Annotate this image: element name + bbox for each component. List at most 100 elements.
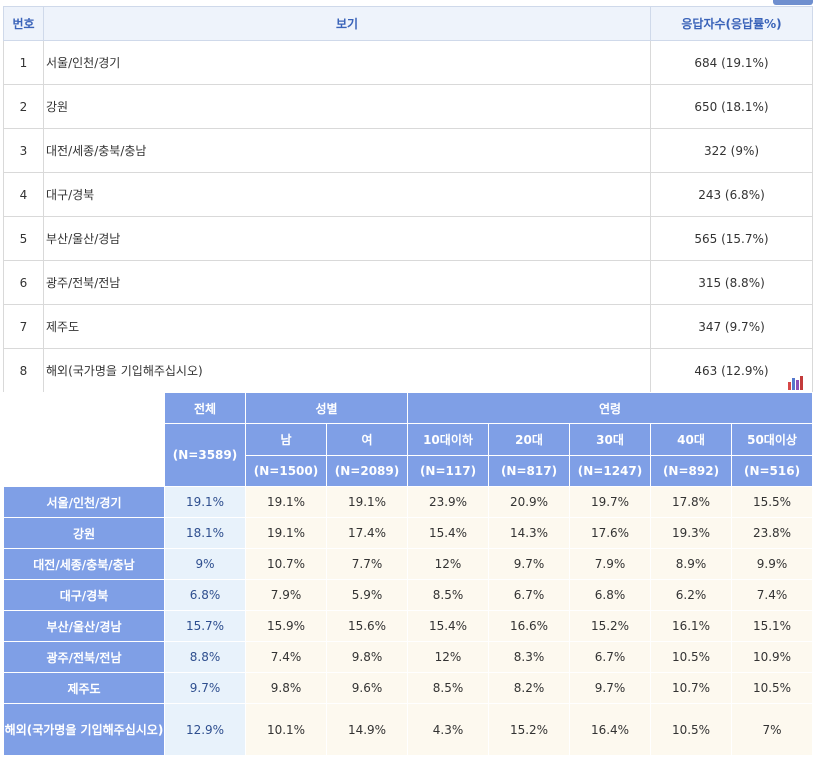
value-cell: 19.3% bbox=[650, 517, 732, 549]
age-30-n: (N=1247) bbox=[569, 454, 651, 487]
female-n: (N=2089) bbox=[326, 454, 408, 487]
total-cell: 8.8% bbox=[164, 641, 246, 673]
value-cell: 15.4% bbox=[407, 610, 489, 642]
response-count: 463 (12.9%) bbox=[650, 348, 813, 393]
age-50-header: 50대이상 bbox=[730, 423, 814, 456]
value-cell: 12% bbox=[407, 641, 489, 673]
value-cell: 4.3% bbox=[407, 703, 489, 756]
total-cell: 19.1% bbox=[164, 486, 246, 518]
value-cell: 20.9% bbox=[488, 486, 570, 518]
age-50-n: (N=516) bbox=[730, 454, 814, 487]
value-cell: 7.7% bbox=[326, 548, 408, 580]
row-number: 7 bbox=[3, 304, 44, 349]
value-cell: 7.4% bbox=[730, 579, 814, 611]
value-cell: 15.2% bbox=[569, 610, 651, 642]
response-count: 650 (18.1%) bbox=[650, 84, 813, 129]
bar-chart-icon[interactable] bbox=[788, 374, 806, 390]
age-30-header: 30대 bbox=[569, 423, 651, 456]
age-10-header: 10대이하 bbox=[407, 423, 489, 456]
value-cell: 6.7% bbox=[569, 641, 651, 673]
crosstab-table: 전체 성별 연령 (N=3589) 남 여 10대이하 20대 30대 40대 … bbox=[3, 392, 814, 756]
total-n: (N=3589) bbox=[164, 423, 246, 487]
female-header: 여 bbox=[326, 423, 408, 456]
value-cell: 19.1% bbox=[245, 486, 327, 518]
crosstab-row: 강원 18.1% 19.1% 17.4% 15.4% 14.3% 17.6% 19.3% 23.… bbox=[3, 517, 814, 549]
row-number: 6 bbox=[3, 260, 44, 305]
response-count: 684 (19.1%) bbox=[650, 40, 813, 85]
value-cell: 19.1% bbox=[326, 486, 408, 518]
survey-row: 4 대구/경북 243 (6.8%) bbox=[3, 172, 813, 217]
crosstab-row: 광주/전북/전남 8.8% 7.4% 9.8% 12% 8.3% 6.7% 10.5% 10.9… bbox=[3, 641, 814, 673]
header-no: 번호 bbox=[3, 6, 44, 41]
row-number: 5 bbox=[3, 216, 44, 261]
header-count: 응답자수(응답률%) bbox=[650, 6, 813, 41]
crosstab-row: 해외(국가명을 기입해주십시오) 12.9% 10.1% 14.9% 4.3% 15.2%… bbox=[3, 703, 814, 756]
option-label: 해외(국가명을 기입해주십시오) bbox=[43, 348, 651, 393]
value-cell: 16.4% bbox=[569, 703, 651, 756]
age-10-n: (N=117) bbox=[407, 454, 489, 487]
option-label: 제주도 bbox=[43, 304, 651, 349]
value-cell: 23.8% bbox=[730, 517, 814, 549]
row-number: 8 bbox=[3, 348, 44, 393]
total-header: 전체 bbox=[164, 392, 246, 424]
option-label: 대전/세종/충북/충남 bbox=[43, 128, 651, 173]
option-label: 대구/경북 bbox=[43, 172, 651, 217]
value-cell: 16.6% bbox=[488, 610, 570, 642]
value-cell: 8.5% bbox=[407, 579, 489, 611]
crosstab-row: 대전/세종/충북/충남 9% 10.7% 7.7% 12% 9.7% 7.9% 8.9% 9.9… bbox=[3, 548, 814, 580]
option-label: 서울/인천/경기 bbox=[43, 40, 651, 85]
crosstab-row: 부산/울산/경남 15.7% 15.9% 15.6% 15.4% 16.6% 15.2% 16… bbox=[3, 610, 814, 642]
value-cell: 15.9% bbox=[245, 610, 327, 642]
row-number: 4 bbox=[3, 172, 44, 217]
row-number: 1 bbox=[3, 40, 44, 85]
value-cell: 15.1% bbox=[730, 610, 814, 642]
response-count: 565 (15.7%) bbox=[650, 216, 813, 261]
age-header: 연령 bbox=[406, 392, 814, 424]
value-cell: 15.4% bbox=[407, 517, 489, 549]
total-cell: 12.9% bbox=[164, 703, 246, 756]
survey-header-row: 번호 보기 응답자수(응답률%) bbox=[3, 6, 813, 41]
crosstab-group-row: 전체 성별 연령 bbox=[3, 392, 814, 487]
value-cell: 7.9% bbox=[245, 579, 327, 611]
value-cell: 10.5% bbox=[650, 641, 732, 673]
value-cell: 9.8% bbox=[245, 672, 327, 704]
response-count: 347 (9.7%) bbox=[650, 304, 813, 349]
option-label: 부산/울산/경남 bbox=[43, 216, 651, 261]
total-cell: 9% bbox=[164, 548, 246, 580]
row-number: 3 bbox=[3, 128, 44, 173]
survey-results-table: 번호 보기 응답자수(응답률%) 1 서울/인천/경기 684 (19.1%) 2 강원… bbox=[3, 6, 813, 393]
survey-row: 3 대전/세종/충북/충남 322 (9%) bbox=[3, 128, 813, 173]
crosstab-row: 서울/인천/경기 19.1% 19.1% 19.1% 23.9% 20.9% 19.7% 17… bbox=[3, 486, 814, 518]
crosstab-row-label: 대전/세종/충북/충남 bbox=[3, 548, 165, 580]
age-40-n: (N=892) bbox=[650, 454, 732, 487]
value-cell: 7.4% bbox=[245, 641, 327, 673]
crosstab-row-label: 부산/울산/경남 bbox=[3, 610, 165, 642]
value-cell: 14.3% bbox=[488, 517, 570, 549]
value-cell: 6.2% bbox=[650, 579, 732, 611]
value-cell: 8.2% bbox=[488, 672, 570, 704]
value-cell: 6.7% bbox=[488, 579, 570, 611]
value-cell: 8.3% bbox=[488, 641, 570, 673]
value-cell: 10.1% bbox=[245, 703, 327, 756]
crosstab-sub-row: (N=3589) 남 여 10대이하 20대 30대 40대 50대이상 bbox=[4, 423, 814, 487]
value-cell: 17.8% bbox=[650, 486, 732, 518]
value-cell: 17.6% bbox=[569, 517, 651, 549]
top-right-tab[interactable] bbox=[773, 0, 813, 5]
survey-row: 2 강원 650 (18.1%) bbox=[3, 84, 813, 129]
row-number: 2 bbox=[3, 84, 44, 129]
value-cell: 10.7% bbox=[245, 548, 327, 580]
crosstab-row-label: 대구/경북 bbox=[3, 579, 165, 611]
survey-row: 5 부산/울산/경남 565 (15.7%) bbox=[3, 216, 813, 261]
age-20-n: (N=817) bbox=[488, 454, 570, 487]
survey-row: 1 서울/인천/경기 684 (19.1%) bbox=[3, 40, 813, 85]
response-count: 243 (6.8%) bbox=[650, 172, 813, 217]
value-cell: 10.5% bbox=[730, 672, 814, 704]
total-cell: 15.7% bbox=[164, 610, 246, 642]
survey-row: 7 제주도 347 (9.7%) bbox=[3, 304, 813, 349]
crosstab-corner bbox=[3, 392, 165, 487]
value-cell: 10.7% bbox=[650, 672, 732, 704]
value-cell: 19.7% bbox=[569, 486, 651, 518]
value-cell: 6.8% bbox=[569, 579, 651, 611]
total-cell: 18.1% bbox=[164, 517, 246, 549]
survey-row: 6 광주/전북/전남 315 (8.8%) bbox=[3, 260, 813, 305]
